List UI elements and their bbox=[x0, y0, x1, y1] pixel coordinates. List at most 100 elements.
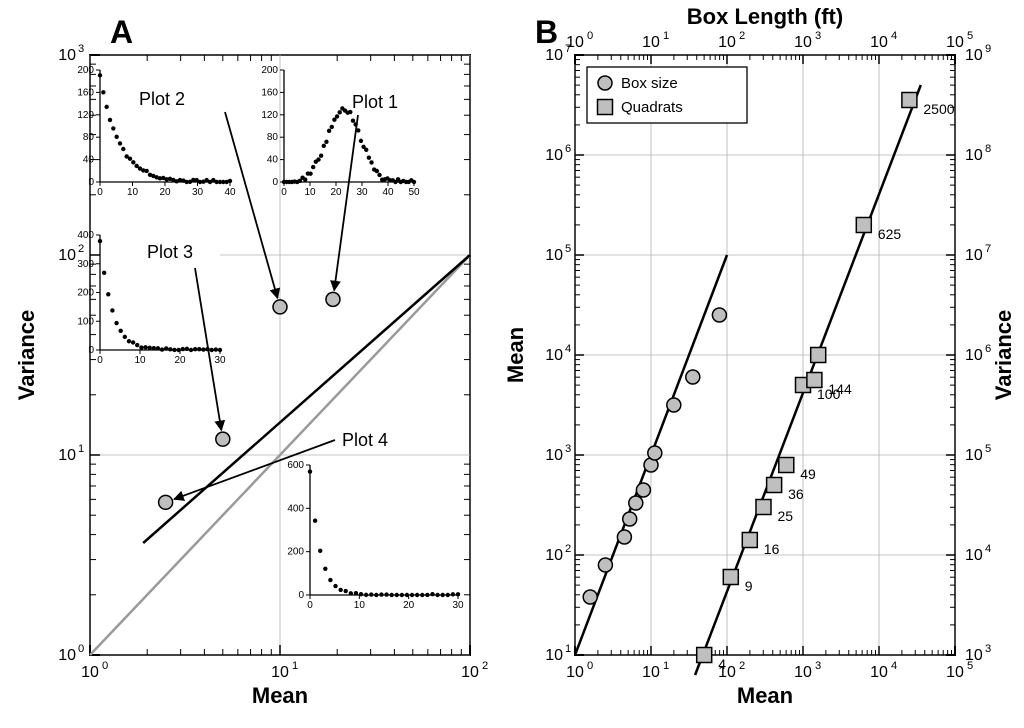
quadrats-point bbox=[902, 93, 917, 108]
quadrats-point bbox=[723, 570, 738, 585]
svg-text:10: 10 bbox=[271, 664, 289, 681]
svg-text:30: 30 bbox=[356, 187, 368, 198]
svg-text:5: 5 bbox=[565, 243, 571, 255]
svg-text:10: 10 bbox=[718, 34, 736, 51]
callout-label: Plot 1 bbox=[352, 92, 398, 112]
svg-text:120: 120 bbox=[77, 110, 94, 121]
quadrats-annotation: 36 bbox=[788, 486, 804, 502]
svg-text:6: 6 bbox=[565, 143, 571, 155]
svg-text:3: 3 bbox=[815, 30, 821, 42]
svg-text:20: 20 bbox=[330, 187, 342, 198]
panelA-point-1 bbox=[326, 292, 340, 306]
panelB-ylabel-left: Mean bbox=[503, 327, 528, 383]
svg-text:7: 7 bbox=[565, 43, 571, 55]
svg-text:7: 7 bbox=[985, 243, 991, 255]
svg-text:0: 0 bbox=[97, 355, 103, 366]
panel-label-A: A bbox=[110, 14, 133, 50]
svg-text:40: 40 bbox=[382, 187, 394, 198]
svg-text:3: 3 bbox=[815, 660, 821, 672]
svg-text:4: 4 bbox=[565, 343, 571, 355]
svg-text:200: 200 bbox=[261, 65, 278, 76]
svg-text:400: 400 bbox=[77, 230, 94, 241]
svg-text:10: 10 bbox=[58, 647, 76, 664]
svg-text:160: 160 bbox=[77, 87, 94, 98]
legend-marker-circle bbox=[598, 76, 612, 90]
svg-text:600: 600 bbox=[287, 460, 304, 471]
svg-text:20: 20 bbox=[174, 355, 186, 366]
svg-text:0: 0 bbox=[102, 660, 108, 672]
svg-text:10: 10 bbox=[545, 547, 563, 564]
svg-text:20: 20 bbox=[159, 187, 171, 198]
svg-text:80: 80 bbox=[267, 132, 279, 143]
svg-text:10: 10 bbox=[545, 247, 563, 264]
quadrats-annotation: 49 bbox=[800, 466, 816, 482]
svg-text:400: 400 bbox=[287, 503, 304, 514]
svg-text:4: 4 bbox=[985, 543, 991, 555]
quadrats-annotation: 144 bbox=[828, 381, 852, 397]
svg-text:0: 0 bbox=[88, 177, 94, 188]
svg-text:10: 10 bbox=[965, 547, 983, 564]
svg-text:0: 0 bbox=[281, 187, 287, 198]
svg-text:200: 200 bbox=[287, 547, 304, 558]
boxsize-point bbox=[617, 530, 631, 544]
svg-text:10: 10 bbox=[134, 355, 146, 366]
svg-text:2: 2 bbox=[78, 243, 84, 255]
svg-text:80: 80 bbox=[83, 132, 95, 143]
quadrats-point bbox=[779, 458, 794, 473]
svg-text:2: 2 bbox=[482, 660, 488, 672]
svg-text:0: 0 bbox=[587, 30, 593, 42]
svg-text:2: 2 bbox=[739, 30, 745, 42]
quadrats-point bbox=[742, 533, 757, 548]
svg-text:50: 50 bbox=[408, 187, 420, 198]
boxsize-point bbox=[648, 446, 662, 460]
svg-text:0: 0 bbox=[272, 177, 278, 188]
svg-text:120: 120 bbox=[261, 110, 278, 121]
svg-text:10: 10 bbox=[965, 447, 983, 464]
panelA-xlabel: Mean bbox=[252, 683, 308, 708]
quadrats-point bbox=[811, 348, 826, 363]
svg-text:10: 10 bbox=[566, 664, 584, 681]
svg-text:100: 100 bbox=[77, 316, 94, 327]
svg-text:2: 2 bbox=[739, 660, 745, 672]
boxsize-point bbox=[629, 496, 643, 510]
legend-marker-square bbox=[598, 100, 613, 115]
panelB-xlabel-bottom: Mean bbox=[737, 683, 793, 708]
figure-svg: 1001011021001011021030102030400408012016… bbox=[0, 0, 1024, 728]
svg-text:10: 10 bbox=[965, 347, 983, 364]
svg-text:1: 1 bbox=[292, 660, 298, 672]
boxsize-point bbox=[636, 483, 650, 497]
svg-text:40: 40 bbox=[224, 187, 236, 198]
svg-text:0: 0 bbox=[97, 187, 103, 198]
inset-plot4 bbox=[310, 465, 458, 595]
svg-text:10: 10 bbox=[642, 34, 660, 51]
svg-text:10: 10 bbox=[965, 47, 983, 64]
svg-text:0: 0 bbox=[88, 345, 94, 356]
quadrats-annotation: 2500 bbox=[923, 101, 954, 117]
panelA-point-2 bbox=[273, 300, 287, 314]
inset-plot1 bbox=[284, 70, 414, 182]
svg-text:30: 30 bbox=[192, 187, 204, 198]
svg-text:5: 5 bbox=[967, 30, 973, 42]
svg-text:40: 40 bbox=[83, 155, 95, 166]
boxsize-point bbox=[667, 398, 681, 412]
svg-text:4: 4 bbox=[891, 30, 897, 42]
svg-text:40: 40 bbox=[267, 155, 279, 166]
svg-text:10: 10 bbox=[965, 247, 983, 264]
quadrats-annotation: 4 bbox=[718, 656, 726, 672]
quadrats-point bbox=[767, 478, 782, 493]
svg-text:0: 0 bbox=[298, 590, 304, 601]
svg-text:10: 10 bbox=[965, 647, 983, 664]
svg-text:10: 10 bbox=[545, 447, 563, 464]
svg-text:10: 10 bbox=[946, 664, 964, 681]
svg-text:10: 10 bbox=[58, 247, 76, 264]
svg-text:10: 10 bbox=[946, 34, 964, 51]
svg-text:160: 160 bbox=[261, 87, 278, 98]
svg-text:10: 10 bbox=[304, 187, 316, 198]
svg-text:10: 10 bbox=[870, 664, 888, 681]
svg-text:0: 0 bbox=[587, 660, 593, 672]
panelB-xlabel-top: Box Length (ft) bbox=[687, 4, 843, 29]
svg-text:0: 0 bbox=[78, 643, 84, 655]
svg-text:200: 200 bbox=[77, 288, 94, 299]
svg-text:20: 20 bbox=[403, 600, 415, 611]
panelA-point-3 bbox=[216, 432, 230, 446]
